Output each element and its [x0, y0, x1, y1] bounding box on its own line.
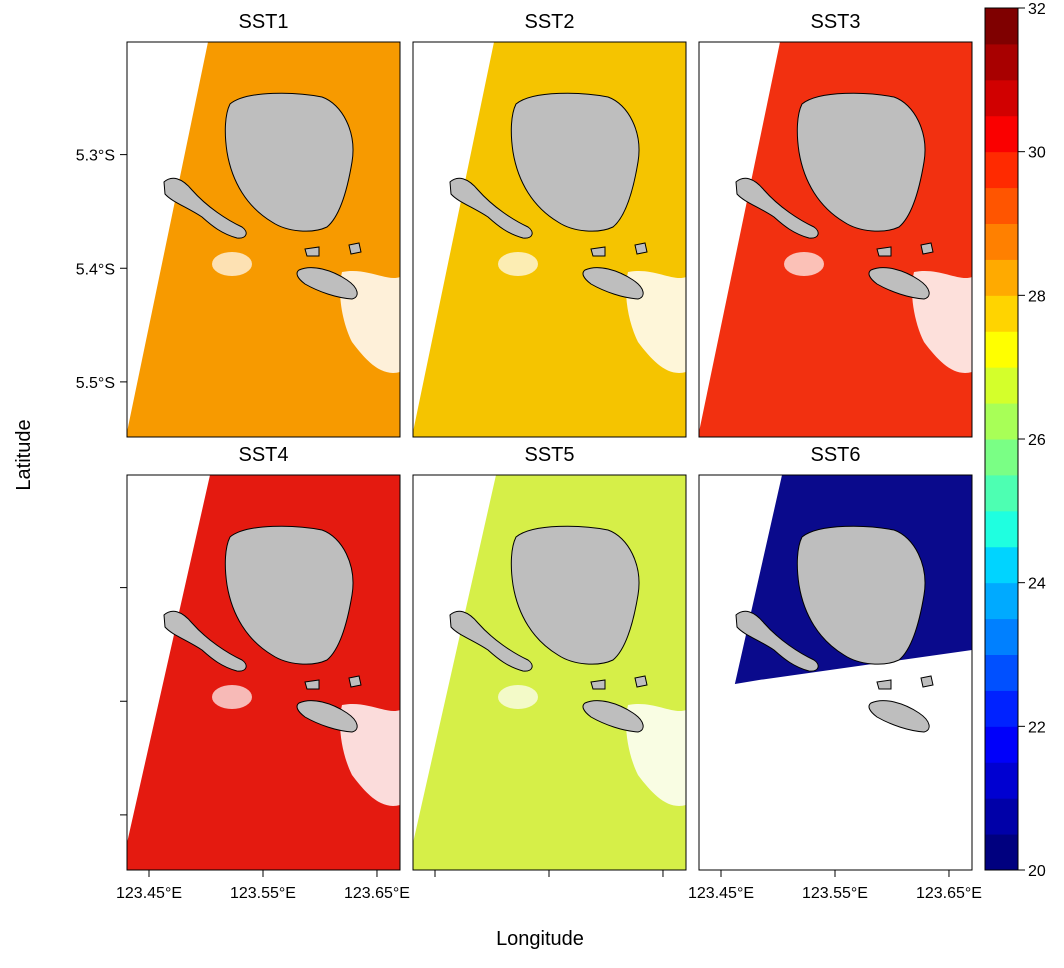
swath-edge — [127, 475, 210, 843]
colorbar-band — [985, 8, 1018, 45]
colorbar-band — [985, 474, 1018, 512]
colorbar-tick-label: 32 — [1028, 1, 1046, 18]
cloud-patch — [212, 685, 252, 709]
panel-title: SST1 — [238, 11, 288, 33]
colorbar-band — [985, 331, 1018, 368]
colorbar-band — [985, 654, 1018, 691]
panel-frame — [126, 41, 401, 438]
panel-title: SST3 — [810, 11, 860, 33]
colorbar-band — [985, 403, 1018, 440]
panel-title: SST6 — [810, 444, 860, 466]
panel-frame — [412, 474, 687, 871]
x-tick-label: 123.65°E — [916, 885, 982, 902]
colorbar-band — [985, 798, 1018, 835]
swath-edge — [699, 475, 782, 843]
colorbar-band — [985, 439, 1018, 476]
colorbar-band — [985, 223, 1018, 260]
colorbar-band — [985, 690, 1018, 727]
panel-title: SST2 — [524, 11, 574, 33]
colorbar-band — [985, 43, 1018, 81]
map-panel: SST1 5.3°S 5.4°S 5.5°S — [76, 11, 401, 438]
colorbar-tick-label: 26 — [1028, 432, 1046, 449]
colorbar-band — [985, 79, 1018, 117]
colorbar-tick-label: 22 — [1028, 719, 1046, 736]
cloud-patch — [212, 252, 252, 276]
colorbar-band — [985, 295, 1018, 332]
colorbar-band — [985, 582, 1018, 620]
x-tick-label: 123.45°E — [688, 885, 754, 902]
colorbar-tick-label: 30 — [1028, 145, 1046, 162]
cloud-patch — [498, 252, 538, 276]
colorbar-band — [985, 726, 1018, 763]
colorbar-band — [985, 259, 1018, 296]
map-panel: SST6 123.45°E 123.55°E 123.65°E — [688, 444, 982, 902]
swath-edge — [127, 42, 208, 432]
colorbar-band — [985, 762, 1018, 799]
panel-frame — [126, 474, 401, 871]
panel-title: SST4 — [238, 444, 288, 466]
cloud-patch — [784, 252, 824, 276]
panel-frame — [412, 41, 687, 438]
cloud-patch — [784, 685, 824, 709]
colorbar-band — [985, 834, 1018, 871]
colorbar-band — [985, 115, 1018, 153]
swath-edge — [413, 42, 494, 432]
y-axis-label: Latitude — [13, 419, 35, 490]
x-axis-label: Longitude — [496, 928, 584, 950]
colorbar-band — [985, 187, 1018, 224]
panel-title: SST5 — [524, 444, 574, 466]
colorbar-band — [985, 510, 1018, 548]
map-panel: SST5 — [412, 444, 687, 877]
colorbar-band — [985, 546, 1018, 584]
colorbar-tick-label: 24 — [1028, 576, 1046, 593]
swath-edge — [413, 475, 496, 843]
cloud-patch — [498, 685, 538, 709]
map-panel: SST2 — [412, 11, 687, 438]
panel-frame — [698, 41, 973, 438]
y-tick-label: 5.5°S — [76, 375, 115, 392]
colorbar-band — [985, 367, 1018, 404]
colorbar-band — [985, 151, 1018, 189]
x-tick-label: 123.55°E — [802, 885, 868, 902]
map-panel: SST3 — [698, 11, 973, 438]
y-tick-label: 5.3°S — [76, 148, 115, 165]
panel-frame — [698, 474, 973, 871]
map-panel: SST4 123.45°E 123.55°E 123.65°E — [116, 444, 410, 902]
x-tick-label: 123.45°E — [116, 885, 182, 902]
x-tick-label: 123.55°E — [230, 885, 296, 902]
x-tick-label: 123.65°E — [344, 885, 410, 902]
colorbar-tick-label: 20 — [1028, 863, 1046, 880]
colorbar-tick-label: 28 — [1028, 288, 1046, 305]
colorbar-band — [985, 618, 1018, 655]
swath-edge — [699, 42, 780, 432]
y-tick-label: 5.4°S — [76, 261, 115, 278]
